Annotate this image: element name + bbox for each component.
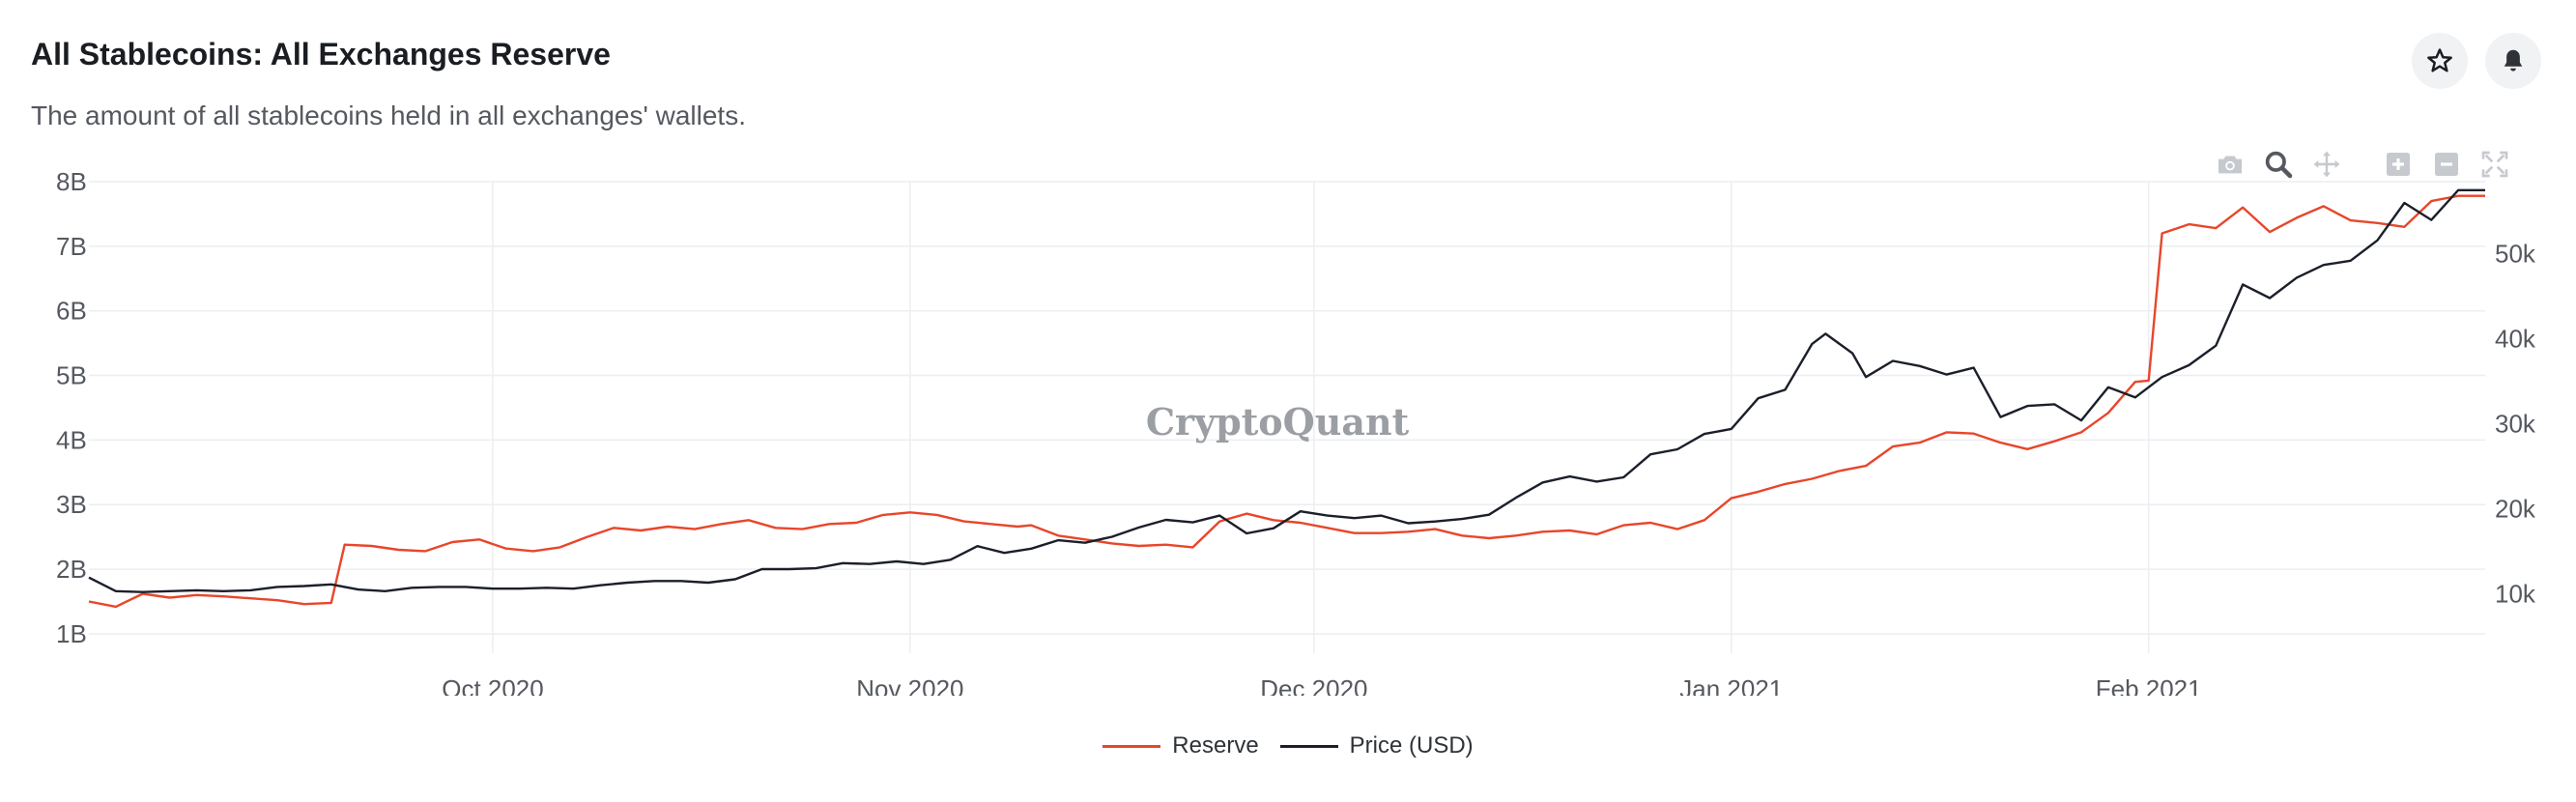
- y-right-tick-label: 40k: [2495, 325, 2536, 354]
- series-line-reserve: [88, 194, 2485, 609]
- legend-item-reserve[interactable]: Reserve: [1102, 732, 1259, 759]
- legend-label-price: Price (USD): [1349, 732, 1474, 759]
- chart-modebar: [2213, 145, 2512, 184]
- zoom-out-icon: [2435, 153, 2458, 176]
- chart-plot[interactable]: 1B 2B 3B 4B 5B 6B 7B 8B 10k 20k 30k 40k 50k Oct 2020 N…: [0, 0, 2576, 696]
- favorite-button[interactable]: [2412, 33, 2468, 89]
- watermark: CryptoQuant: [1146, 400, 1410, 444]
- zoom-in-button[interactable]: [2381, 147, 2416, 182]
- y-left-tick-label: 6B: [56, 297, 87, 326]
- y-left-tick-label: 4B: [56, 425, 87, 454]
- x-tick-label: Nov 2020: [856, 674, 963, 696]
- series-line-price: [88, 188, 2485, 593]
- bell-icon: [2504, 49, 2523, 72]
- x-tick-label: Feb 2021: [2096, 674, 2202, 696]
- chart-title: All Stablecoins: All Exchanges Reserve: [31, 37, 611, 72]
- pan-icon: [2313, 151, 2340, 178]
- y-right-tick-label: 30k: [2495, 410, 2536, 439]
- zoom-out-button[interactable]: [2429, 147, 2464, 182]
- y-left-tick-label: 2B: [56, 555, 87, 584]
- chart-subtitle: The amount of all stablecoins held in al…: [31, 100, 746, 130]
- pan-button[interactable]: [2309, 147, 2344, 182]
- autoscale-icon: [2481, 151, 2508, 178]
- y-right-tick-label: 20k: [2495, 495, 2536, 524]
- y-left-tick-label: 1B: [56, 619, 87, 648]
- x-tick-label: Jan 2021: [1679, 674, 1783, 696]
- legend-item-price[interactable]: Price (USD): [1279, 732, 1474, 759]
- star-icon: [2427, 48, 2452, 72]
- y-left-tick-label: 3B: [56, 490, 87, 519]
- zoom-in-icon: [2387, 153, 2410, 176]
- download-png-button[interactable]: [2213, 147, 2247, 182]
- legend-swatch-reserve: [1102, 744, 1161, 748]
- chart-legend: Reserve Price (USD): [0, 732, 2576, 759]
- y-left-tick-label: 7B: [56, 232, 87, 261]
- legend-swatch-price: [1279, 744, 1338, 748]
- x-tick-label: Dec 2020: [1260, 674, 1367, 696]
- autoscale-button[interactable]: [2477, 147, 2512, 182]
- y-left-tick-label: 8B: [56, 167, 87, 196]
- zoom-icon: [2265, 151, 2293, 179]
- legend-label-reserve: Reserve: [1172, 732, 1259, 759]
- zoom-button[interactable]: [2261, 147, 2296, 182]
- x-tick-label: Oct 2020: [442, 674, 544, 696]
- camera-icon: [2218, 156, 2242, 174]
- y-left-tick-label: 5B: [56, 361, 87, 390]
- alert-button[interactable]: [2485, 33, 2541, 89]
- y-right-tick-label: 10k: [2495, 579, 2536, 608]
- y-right-tick-label: 50k: [2495, 240, 2536, 269]
